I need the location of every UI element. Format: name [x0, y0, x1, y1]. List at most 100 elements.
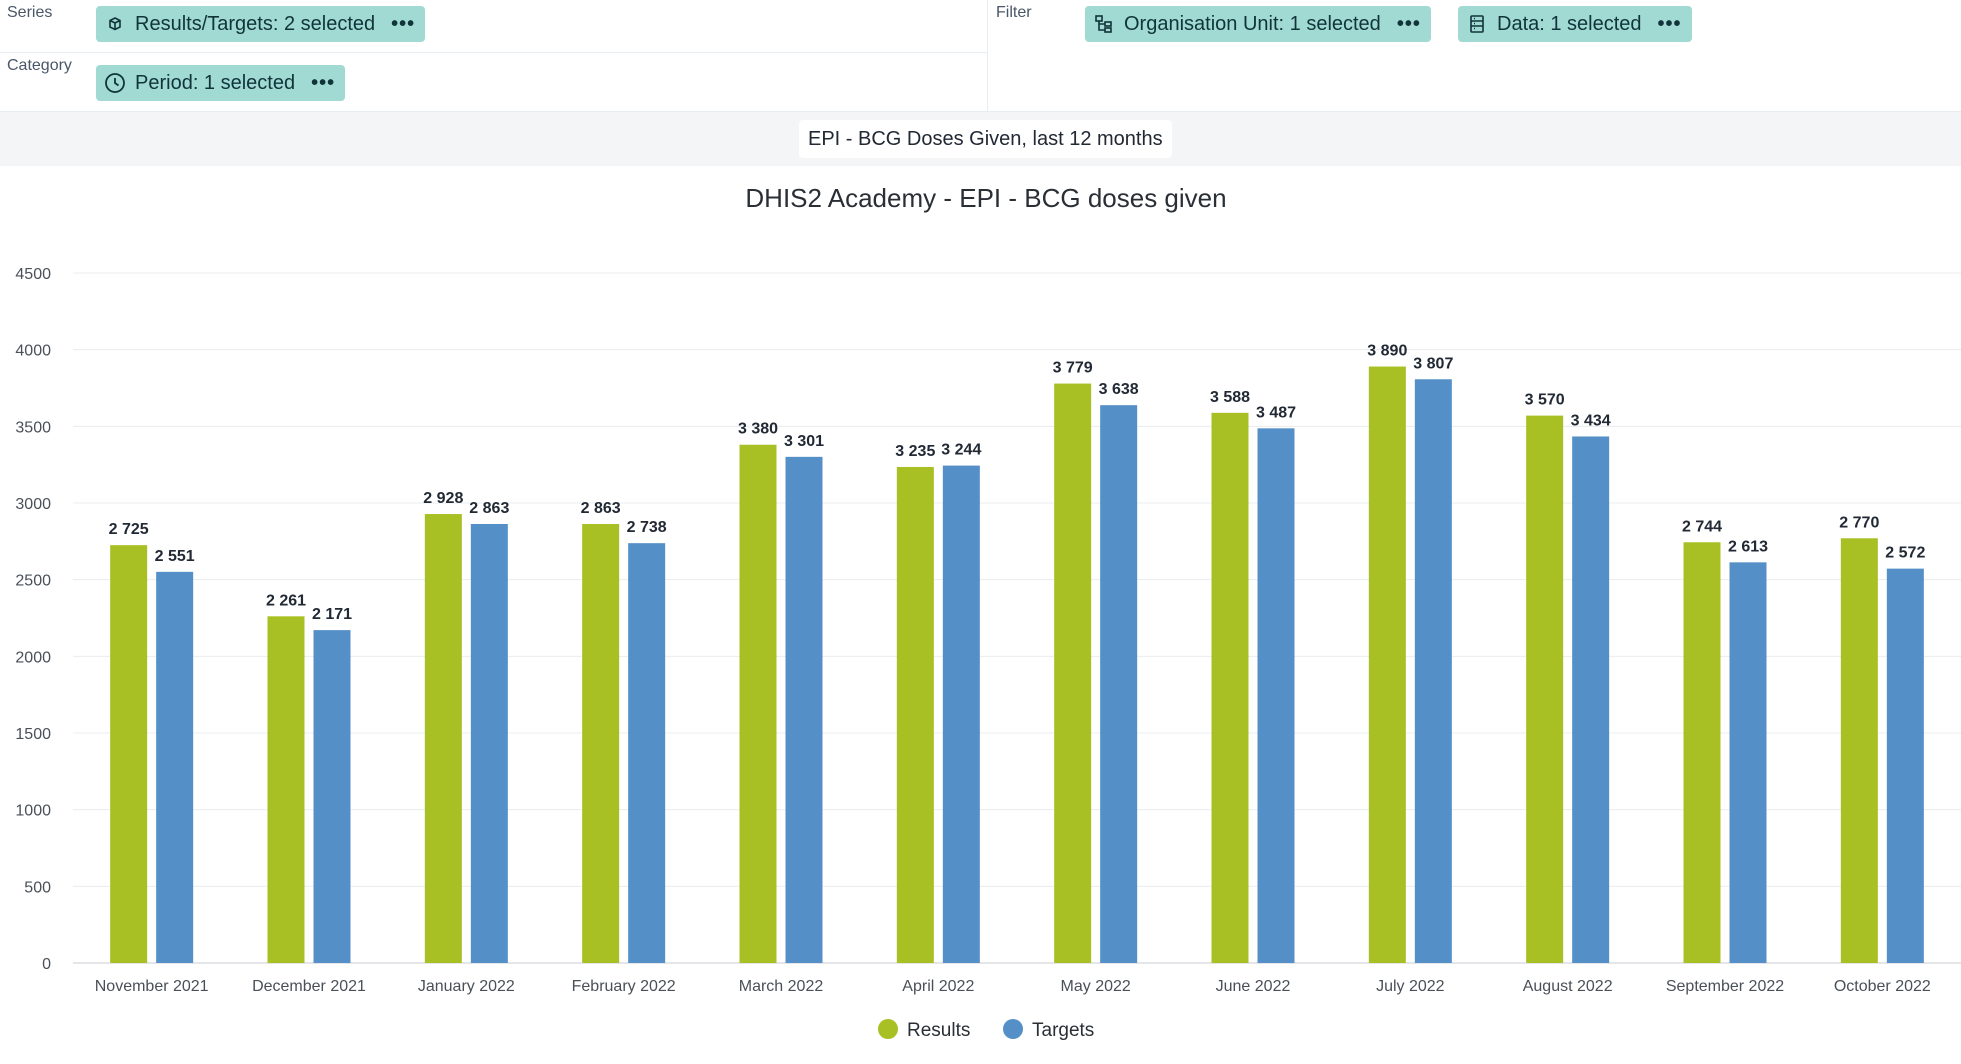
bar-targets: [628, 543, 666, 963]
data-label: 3 487: [1256, 404, 1296, 421]
data-label: 3 570: [1525, 392, 1565, 409]
y-tick-label: 3000: [15, 496, 51, 513]
filter-axis-label: Filter: [996, 4, 1032, 21]
more-dots-icon[interactable]: •••: [391, 12, 416, 35]
bar-results: [1211, 412, 1249, 964]
legend-label-targets: Targets: [1032, 1020, 1094, 1041]
legend-marker-targets: [1003, 1019, 1023, 1039]
filter-chip-data[interactable]: Data: 1 selected •••: [1458, 6, 1692, 42]
legend-marker-results: [878, 1019, 898, 1039]
bar-targets: [313, 630, 351, 963]
org-tree-icon: [1093, 13, 1115, 35]
x-tick-label: December 2021: [252, 978, 366, 995]
series-axis: Series Results/Targets: 2 selected •••: [0, 0, 987, 53]
bar-results: [1526, 415, 1564, 964]
data-label: 2 725: [109, 521, 149, 538]
bar-results: [1368, 366, 1406, 963]
data-label: 3 890: [1367, 343, 1407, 360]
clock-icon: [104, 72, 126, 94]
data-label: 2 744: [1682, 518, 1722, 535]
y-tick-label: 2000: [15, 649, 51, 666]
bar-results: [739, 444, 777, 963]
y-tick-label: 500: [24, 879, 51, 896]
bar-targets: [942, 465, 980, 963]
x-tick-label: March 2022: [739, 978, 824, 995]
y-tick-label: 3500: [15, 419, 51, 436]
x-tick-label: May 2022: [1061, 978, 1131, 995]
bar-results: [582, 524, 620, 963]
filter-chip-org-unit-label: Organisation Unit: 1 selected: [1124, 12, 1381, 35]
filter-chip-data-label: Data: 1 selected: [1497, 12, 1642, 35]
layout-panel: Series Results/Targets: 2 selected ••• C…: [0, 0, 1961, 111]
category-chip-label: Period: 1 selected: [135, 71, 296, 94]
data-label: 2 551: [155, 548, 195, 565]
chart-title: DHIS2 Academy - EPI - BCG doses given: [745, 183, 1226, 213]
data-label: 3 244: [941, 442, 981, 459]
bar-targets: [1572, 436, 1610, 963]
data-label: 2 261: [266, 592, 306, 609]
bar-chart: DHIS2 Academy - EPI - BCG doses given 0 50…: [15, 183, 1961, 1041]
data-label: 2 613: [1728, 538, 1768, 555]
data-label: 2 928: [423, 490, 463, 507]
y-tick-label: 4000: [15, 343, 51, 360]
x-tick-label: August 2022: [1523, 978, 1613, 995]
data-label: 3 807: [1413, 355, 1453, 372]
more-dots-icon[interactable]: •••: [1396, 12, 1421, 35]
x-tick-label: September 2022: [1666, 978, 1784, 995]
visualization-title: EPI - BCG Doses Given, last 12 months: [799, 120, 1172, 158]
x-tick-label: October 2022: [1834, 978, 1931, 995]
data-label: 2 572: [1885, 545, 1925, 562]
x-tick-label: February 2022: [572, 978, 676, 995]
y-tick-label: 4500: [15, 266, 51, 283]
more-dots-icon[interactable]: •••: [311, 71, 336, 94]
series-chip-label: Results/Targets: 2 selected: [135, 12, 376, 35]
category-axis: Category Period: 1 selected •••: [0, 53, 987, 111]
data-label: 3 638: [1099, 381, 1139, 398]
data-label: 3 380: [738, 421, 778, 438]
data-label: 2 171: [312, 606, 352, 623]
y-tick-label: 0: [42, 956, 51, 973]
bar-results: [1054, 383, 1092, 963]
bar-results: [1840, 538, 1878, 963]
y-tick-label: 1000: [15, 803, 51, 820]
bar-results: [896, 466, 934, 963]
database-icon: [1466, 13, 1488, 35]
data-label: 3 434: [1571, 412, 1611, 429]
x-tick-label: April 2022: [902, 978, 974, 995]
x-tick-label: June 2022: [1216, 978, 1291, 995]
bar-results: [1683, 542, 1721, 963]
category-chip[interactable]: Period: 1 selected •••: [96, 65, 346, 101]
visualization-title-bar: EPI - BCG Doses Given, last 12 months: [0, 111, 1961, 166]
category-axis-label: Category: [7, 57, 72, 74]
data-label: 2 863: [581, 500, 621, 517]
bar-targets: [156, 571, 194, 963]
y-tick-label: 2500: [15, 573, 51, 590]
bar-targets: [1257, 428, 1295, 963]
bar-targets: [1100, 405, 1138, 963]
data-label: 3 235: [895, 443, 935, 460]
filter-axis: Filter Organisation Unit: 1 selected •••…: [988, 0, 1961, 111]
series-chip[interactable]: Results/Targets: 2 selected •••: [96, 6, 426, 42]
data-label: 2 770: [1839, 514, 1879, 531]
cube-icon: [104, 13, 126, 35]
bar-results: [424, 514, 462, 963]
bar-targets: [1414, 379, 1452, 963]
bar-results: [267, 616, 305, 963]
data-label: 2 863: [469, 500, 509, 517]
bar-results: [110, 545, 148, 963]
bar-targets: [470, 524, 508, 963]
x-tick-label: January 2022: [418, 978, 515, 995]
more-dots-icon[interactable]: •••: [1657, 12, 1682, 35]
y-tick-label: 1500: [15, 726, 51, 743]
filter-chip-org-unit[interactable]: Organisation Unit: 1 selected •••: [1085, 6, 1431, 42]
bar-targets: [785, 456, 823, 963]
data-label: 2 738: [627, 519, 667, 536]
data-label: 3 588: [1210, 389, 1250, 406]
x-tick-label: July 2022: [1376, 978, 1445, 995]
x-tick-label: November 2021: [95, 978, 209, 995]
layout-axes-columns-rows: Series Results/Targets: 2 selected ••• C…: [0, 0, 988, 111]
data-label: 3 301: [784, 433, 824, 450]
bar-targets: [1729, 562, 1767, 963]
data-label: 3 779: [1053, 360, 1093, 377]
bar-targets: [1886, 568, 1924, 963]
